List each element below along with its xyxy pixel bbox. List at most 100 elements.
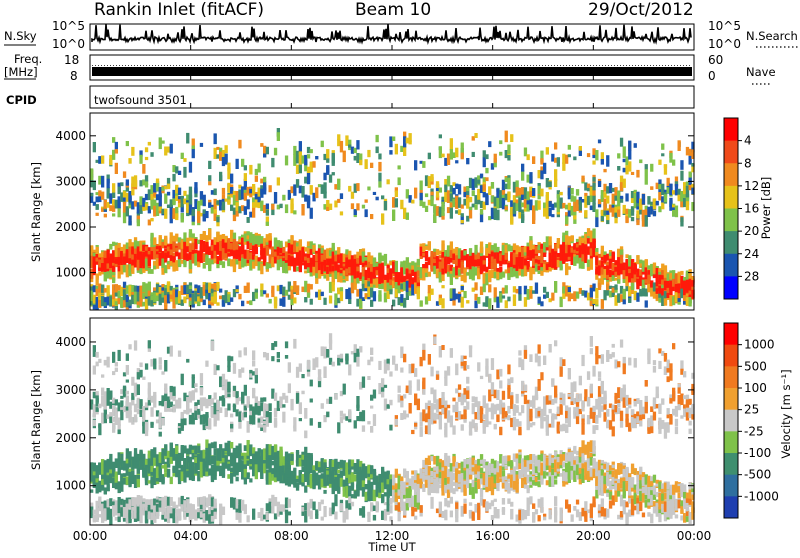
- rti-cell: [150, 218, 153, 221]
- rti-cell: [128, 158, 131, 164]
- rti-cell: [595, 209, 598, 217]
- rti-cell: [543, 163, 546, 174]
- rti-cell: [252, 186, 255, 190]
- rti-cell: [452, 300, 455, 306]
- rti-cell: [244, 173, 247, 181]
- rti-cell: [689, 300, 692, 307]
- rti-cell: [326, 158, 329, 162]
- rti-cell: [315, 187, 318, 198]
- rti-cell: [463, 291, 466, 298]
- rti-cell: [441, 154, 444, 158]
- rti-cell: [378, 162, 381, 172]
- rti-cell: [126, 391, 129, 395]
- rti-cell: [101, 176, 104, 188]
- rti-cell: [532, 211, 535, 218]
- rti-cell: [227, 199, 230, 205]
- nave-tick-low: 0: [708, 69, 716, 83]
- rti-cell: [126, 141, 129, 146]
- rti-cell: [93, 366, 96, 375]
- rti-cell: [628, 151, 631, 160]
- rti-cell: [230, 414, 233, 418]
- rti-cell: [656, 201, 659, 206]
- rti-cell: [384, 201, 387, 210]
- rti-cell: [378, 181, 381, 187]
- date-title: 29/Oct/2012: [588, 0, 694, 20]
- rti-cell: [145, 184, 148, 188]
- rti-cell: [505, 206, 508, 210]
- rti-cell: [636, 170, 639, 178]
- rti-cell: [310, 299, 313, 305]
- rti-cell: [326, 167, 329, 175]
- rti-cell: [279, 204, 282, 208]
- rti-cell: [145, 157, 148, 160]
- rti-cell: [507, 191, 510, 194]
- rti-cell: [378, 154, 381, 160]
- rti-cell: [205, 211, 208, 218]
- rti-cell: [170, 477, 173, 484]
- rti-cell: [139, 370, 142, 378]
- rti-cell: [164, 360, 167, 372]
- rti-cell: [469, 197, 472, 202]
- rti-cell: [271, 356, 274, 361]
- rti-cell: [433, 215, 436, 223]
- rti-cell: [620, 196, 623, 199]
- rti-cell: [661, 153, 664, 156]
- rti-cell: [376, 135, 379, 142]
- rti-cell: [337, 179, 340, 190]
- rti-cell: [505, 131, 508, 143]
- rti-cell: [518, 286, 521, 294]
- rti-cell: [137, 479, 140, 487]
- rti-cell: [104, 214, 107, 218]
- rti-cell: [365, 199, 368, 202]
- colorbar-tick-label: 8: [744, 156, 752, 170]
- rti-cell: [175, 213, 178, 220]
- rti-cell: [678, 140, 681, 151]
- rti-cell: [219, 289, 222, 293]
- rti-cell: [189, 162, 192, 173]
- rti-cell: [623, 179, 626, 188]
- rti-cell: [425, 251, 428, 256]
- rti-cell: [142, 164, 145, 174]
- rti-cell: [175, 207, 178, 212]
- rti-cell: [428, 242, 431, 251]
- rti-cell: [244, 385, 247, 396]
- rti-cell: [236, 159, 239, 169]
- rti-cell: [118, 430, 121, 435]
- rti-cell: [488, 141, 491, 147]
- rti-cell: [178, 351, 181, 357]
- rti-cell: [249, 165, 252, 175]
- rti-cell: [527, 154, 530, 160]
- rti-cell: [139, 155, 142, 164]
- nsky-tick-low: 10^0: [52, 37, 85, 51]
- rti-cell: [496, 210, 499, 221]
- rti-cell: [107, 482, 110, 491]
- rti-cell: [430, 192, 433, 196]
- rti-cell: [568, 266, 571, 270]
- rti-cell: [461, 220, 464, 223]
- rti-cell: [98, 359, 101, 363]
- rti-cell: [461, 286, 464, 290]
- power-colorbar-label: Power [dB]: [759, 177, 773, 240]
- rti-cell: [634, 143, 637, 148]
- rti-cell: [274, 418, 277, 428]
- rti-cell: [263, 257, 266, 262]
- rti-cell: [645, 175, 648, 184]
- rti-cell: [425, 206, 428, 212]
- rti-cell: [370, 214, 373, 219]
- rti-cell: [148, 340, 151, 348]
- rti-cell: [241, 301, 244, 307]
- nsearch-tick-low: 10^0: [708, 37, 741, 51]
- colorbar-segment: [724, 209, 738, 232]
- rti-cell: [269, 185, 272, 192]
- rti-cell: [450, 138, 453, 150]
- rti-cell: [535, 283, 538, 294]
- rti-cell: [178, 171, 181, 175]
- freq-tick-low: 8: [70, 69, 78, 83]
- rti-cell: [395, 198, 398, 207]
- rti-cell: [601, 216, 604, 221]
- rti-cell: [189, 187, 192, 199]
- rti-cell: [236, 477, 239, 482]
- rti-cell: [532, 156, 535, 164]
- rti-cell: [120, 182, 123, 186]
- rti-cell: [148, 142, 151, 146]
